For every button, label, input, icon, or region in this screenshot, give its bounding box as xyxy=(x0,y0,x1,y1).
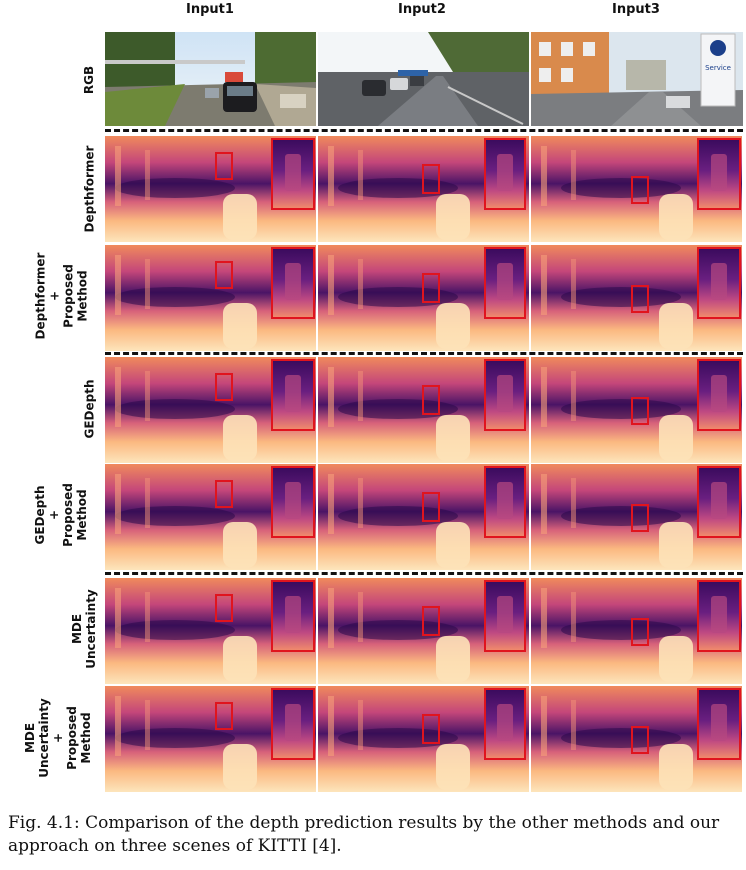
divider-middle xyxy=(105,352,743,355)
inset-object-silhouette xyxy=(711,703,727,741)
row-label-mde-uncertainty-proposed: MDE Uncertainty + Proposed Method xyxy=(22,698,93,778)
zoom-inset xyxy=(271,138,315,210)
inset-object-silhouette xyxy=(711,153,727,191)
inset-object-silhouette xyxy=(497,374,513,412)
rgb-image-input1 xyxy=(105,32,316,126)
zoom-region-box xyxy=(422,273,440,303)
inset-object-silhouette xyxy=(285,595,301,633)
zoom-region-box xyxy=(215,261,233,289)
rgb-image-input3: Service xyxy=(531,32,743,126)
row-label-gedepth-proposed: GEDepth + Proposed Method xyxy=(32,483,89,547)
zoom-region-box xyxy=(215,152,233,180)
zoom-inset xyxy=(484,466,526,538)
row-label-mde-uncertainty: MDE Uncertainty xyxy=(70,589,99,669)
inset-object-silhouette xyxy=(285,262,301,300)
column-header-input2: Input2 xyxy=(398,2,446,17)
inset-object-silhouette xyxy=(285,153,301,191)
service-sign-text: Service xyxy=(705,64,731,72)
zoom-inset xyxy=(271,688,315,760)
inset-object-silhouette xyxy=(497,481,513,519)
zoom-region-box xyxy=(422,492,440,522)
inset-object-silhouette xyxy=(711,262,727,300)
zoom-region-box xyxy=(422,164,440,194)
row-label-depthformer: Depthformer xyxy=(82,145,97,233)
zoom-region-box xyxy=(422,606,440,636)
column-header-input3: Input3 xyxy=(612,2,660,17)
inset-object-silhouette xyxy=(497,153,513,191)
inset-object-silhouette xyxy=(711,481,727,519)
zoom-inset xyxy=(697,138,741,210)
zoom-inset xyxy=(271,247,315,319)
inset-object-silhouette xyxy=(497,262,513,300)
row-label-rgb: RGB xyxy=(82,65,96,95)
zoom-inset xyxy=(484,580,526,652)
inset-object-silhouette xyxy=(285,374,301,412)
zoom-inset xyxy=(697,580,741,652)
figure-caption: Fig. 4.1: Comparison of the depth predic… xyxy=(8,813,720,856)
zoom-region-box xyxy=(215,594,233,622)
zoom-inset xyxy=(484,247,526,319)
inset-object-silhouette xyxy=(285,703,301,741)
inset-object-silhouette xyxy=(285,481,301,519)
zoom-region-box xyxy=(215,480,233,508)
column-header-input1: Input1 xyxy=(186,2,234,17)
zoom-inset xyxy=(697,359,741,431)
zoom-region-box xyxy=(631,176,649,204)
inset-object-silhouette xyxy=(711,374,727,412)
zoom-inset xyxy=(697,247,741,319)
zoom-inset xyxy=(697,688,741,760)
row-label-depthformer-proposed: Depthformer + Proposed Method xyxy=(32,252,89,340)
zoom-region-box xyxy=(631,726,649,754)
zoom-region-box xyxy=(631,618,649,646)
inset-object-silhouette xyxy=(497,595,513,633)
rgb-image-input2 xyxy=(318,32,529,126)
zoom-inset xyxy=(697,466,741,538)
zoom-inset xyxy=(484,138,526,210)
zoom-inset xyxy=(271,359,315,431)
zoom-inset xyxy=(484,359,526,431)
divider-top xyxy=(105,129,743,132)
inset-object-silhouette xyxy=(497,703,513,741)
zoom-region-box xyxy=(215,373,233,401)
divider-bottom xyxy=(105,572,743,575)
zoom-region-box xyxy=(631,285,649,313)
zoom-region-box xyxy=(631,397,649,425)
zoom-inset xyxy=(484,688,526,760)
inset-object-silhouette xyxy=(711,595,727,633)
zoom-inset xyxy=(271,466,315,538)
zoom-region-box xyxy=(631,504,649,532)
row-label-gedepth: GEDepth xyxy=(82,379,97,439)
depth-map-gedepth-input1 xyxy=(105,357,316,463)
zoom-inset xyxy=(271,580,315,652)
zoom-region-box xyxy=(422,714,440,744)
zoom-region-box xyxy=(422,385,440,415)
zoom-region-box xyxy=(215,702,233,730)
